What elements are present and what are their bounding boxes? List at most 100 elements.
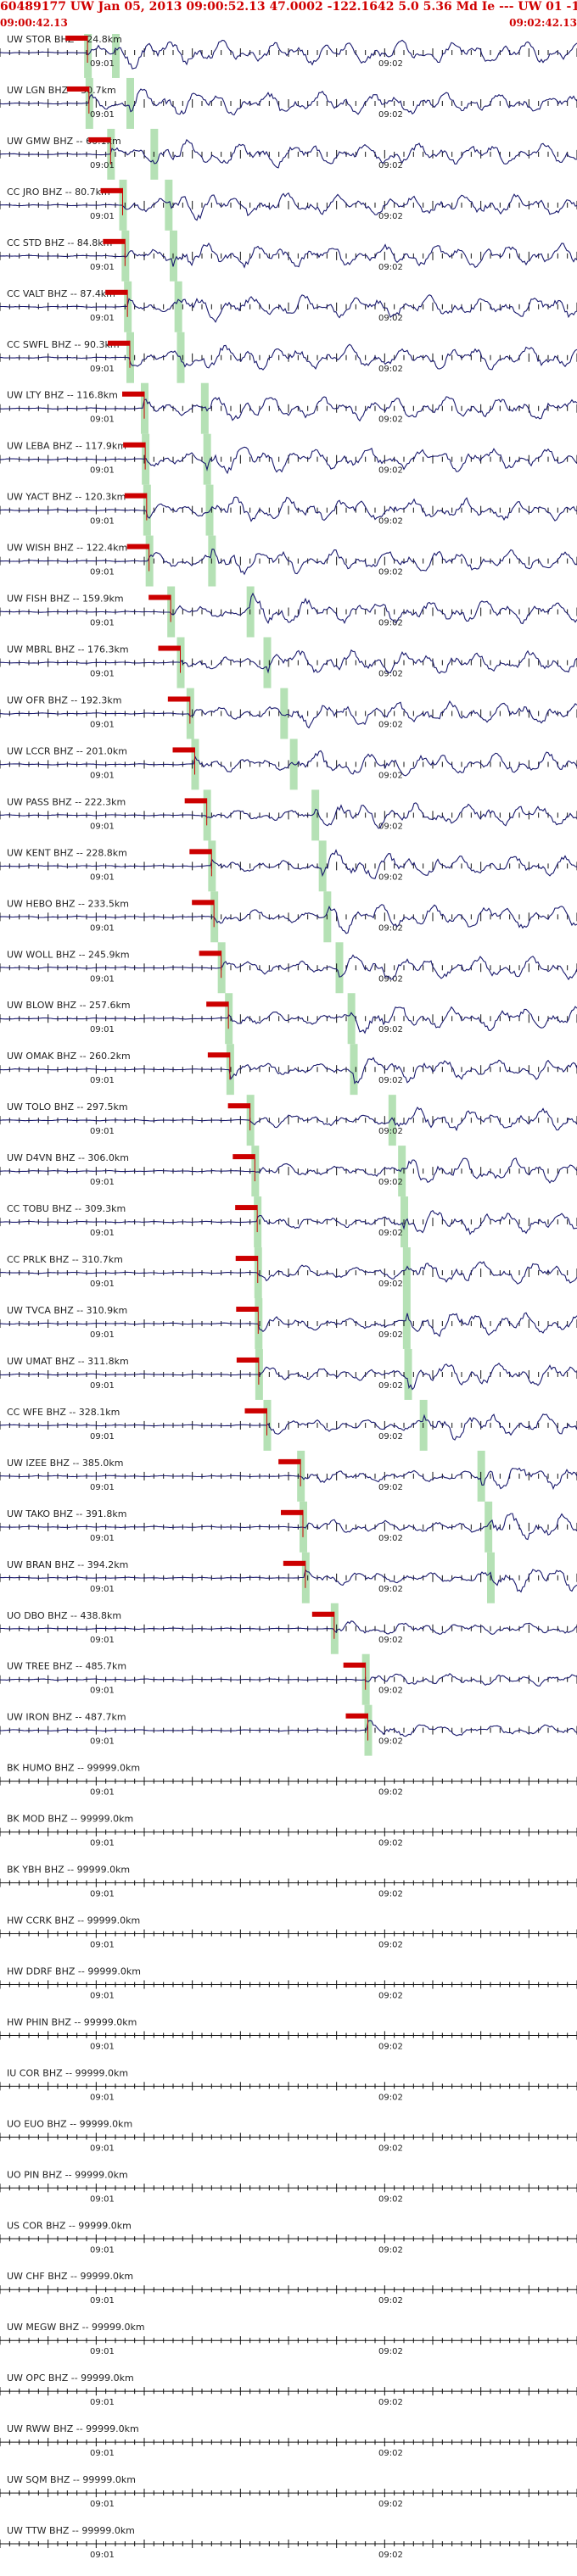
- station-trace: UW LTY BHZ -- 116.8km 09:01 09:02: [0, 390, 577, 425]
- arrival-band: [398, 1146, 406, 1197]
- arrival-band: [350, 1044, 358, 1096]
- minute-tick-label: 09:02: [378, 314, 403, 323]
- minute-tick-label: 09:01: [90, 619, 115, 628]
- minute-tick-label: 09:02: [378, 1991, 403, 2000]
- arrival-band: [200, 382, 209, 434]
- minute-tick-label: 09:01: [90, 2093, 115, 2102]
- station-label: UW WISH BHZ -- 122.4km: [7, 543, 127, 554]
- station-label: UW LGN BHZ -- 30.7km: [7, 85, 116, 96]
- station-label: UW RWW BHZ -- 99999.0km: [7, 2423, 139, 2434]
- waveform-line: [0, 294, 577, 323]
- minute-tick-label: 09:02: [378, 1483, 403, 1492]
- waveform-line: [0, 849, 577, 879]
- minute-tick-label: 09:01: [90, 2347, 115, 2356]
- pick-marker: [105, 289, 128, 295]
- station-trace: UW TVCA BHZ -- 310.9km 09:01 09:02: [0, 1305, 577, 1340]
- minute-tick-label: 09:02: [378, 2500, 403, 2509]
- pick-marker: [278, 1458, 301, 1464]
- station-trace: UW SQM BHZ -- 99999.0km 09:01 09:02: [0, 2474, 577, 2509]
- station-trace: UW OMAK BHZ -- 260.2km 09:01 09:02: [0, 1051, 577, 1085]
- minute-tick-label: 09:02: [378, 2296, 403, 2306]
- arrival-band: [402, 1247, 411, 1298]
- station-trace: UW OFR BHZ -- 192.3km 09:01 09:02: [0, 694, 577, 729]
- station-trace: UW CHF BHZ -- 99999.0km 09:01 09:02: [0, 2271, 577, 2306]
- pick-marker: [283, 1560, 305, 1566]
- minute-tick-label: 09:01: [90, 1788, 115, 1798]
- arrival-band: [402, 1298, 411, 1349]
- arrival-band: [404, 1348, 412, 1400]
- waveform-line: [0, 343, 577, 371]
- station-label: BK YBH BHZ -- 99999.0km: [7, 1865, 130, 1876]
- minute-tick-label: 09:02: [378, 2347, 403, 2356]
- arrival-band: [174, 281, 182, 332]
- waveform-line: [0, 39, 577, 70]
- waveform-line: [0, 904, 577, 934]
- station-trace: UW UMAT BHZ -- 311.8km 09:01 09:02: [0, 1356, 577, 1391]
- station-label: UO EUO BHZ -- 99999.0km: [7, 2118, 132, 2129]
- waveform-line: [0, 138, 577, 169]
- minute-tick-label: 09:02: [378, 1432, 403, 1441]
- minute-tick-label: 09:02: [378, 1839, 403, 1848]
- waveform-line: [0, 802, 577, 829]
- pick-marker: [108, 340, 130, 346]
- waveform-line: [0, 1209, 577, 1235]
- waveform-line: [0, 1413, 577, 1441]
- station-label: UW OFR BHZ -- 192.3km: [7, 694, 121, 705]
- minute-tick-label: 09:01: [90, 1534, 115, 1543]
- pick-marker: [65, 36, 88, 41]
- station-label: CC STD BHZ -- 84.8km: [7, 237, 112, 248]
- waveform-line: [0, 1312, 577, 1338]
- minute-tick-label: 09:02: [378, 2449, 403, 2458]
- minute-tick-label: 09:01: [90, 466, 115, 476]
- minute-tick-label: 09:01: [90, 1839, 115, 1848]
- waveform-line: [0, 1107, 577, 1132]
- waveform-line: [0, 1569, 577, 1593]
- pick-marker: [207, 1052, 230, 1058]
- minute-tick-label: 09:01: [90, 1483, 115, 1492]
- station-trace: BK MOD BHZ -- 99999.0km 09:01 09:02: [0, 1814, 577, 1848]
- station-trace: UO PIN BHZ -- 99999.0km 09:01 09:02: [0, 2169, 577, 2204]
- pick-marker: [123, 442, 146, 448]
- station-label: CC TOBU BHZ -- 309.3km: [7, 1203, 126, 1214]
- minute-tick-label: 09:02: [378, 466, 403, 476]
- arrival-bands: [84, 34, 495, 1756]
- pick-marker: [88, 137, 111, 142]
- waveform-line: [0, 1467, 577, 1491]
- minute-tick-label: 09:02: [378, 568, 403, 577]
- minute-tick-label: 09:02: [378, 263, 403, 272]
- station-trace: HW DDRF BHZ -- 99999.0km 09:01 09:02: [0, 1965, 577, 2000]
- minute-tick-label: 09:01: [90, 415, 115, 425]
- seismogram-plot: UW STOR BHZ -- 24.8km 09:01 09:02 UW LGN BH…: [0, 34, 577, 2560]
- minute-tick-label: 09:01: [90, 2144, 115, 2153]
- minute-tick-label: 09:01: [90, 720, 115, 729]
- minute-tick-label: 09:02: [378, 1737, 403, 1747]
- minute-tick-label: 09:02: [378, 1585, 403, 1594]
- minute-tick-label: 09:02: [378, 873, 403, 882]
- minute-tick-label: 09:02: [378, 771, 403, 780]
- minute-tick-label: 09:02: [378, 2093, 403, 2102]
- minute-tick-label: 09:01: [90, 365, 115, 374]
- minute-tick-label: 09:01: [90, 314, 115, 323]
- minute-tick-label: 09:02: [378, 2551, 403, 2560]
- arrival-band: [107, 128, 115, 180]
- station-label: UW YACT BHZ -- 120.3km: [7, 492, 126, 503]
- station-label: UW LEBA BHZ -- 117.9km: [7, 441, 126, 452]
- arrival-band: [347, 993, 356, 1045]
- station-label: HW PHIN BHZ -- 99999.0km: [7, 2016, 137, 2027]
- minute-tick-label: 09:01: [90, 2296, 115, 2306]
- minute-tick-label: 09:01: [90, 2194, 115, 2204]
- station-trace: CC PRLK BHZ -- 310.7km 09:01 09:02: [0, 1254, 577, 1289]
- pick-marker: [172, 747, 195, 753]
- arrival-band: [203, 433, 211, 485]
- station-label: HW CCRK BHZ -- 99999.0km: [7, 1915, 140, 1926]
- pick-marker: [281, 1509, 303, 1515]
- pick-marker: [184, 798, 207, 804]
- minute-tick-label: 09:02: [378, 1229, 403, 1238]
- pick-marker: [227, 1103, 250, 1109]
- station-label: UW HEBO BHZ -- 233.5km: [7, 898, 129, 909]
- station-trace: UW TTW BHZ -- 99999.0km 09:01 09:02: [0, 2525, 577, 2560]
- minute-tick-label: 09:02: [378, 161, 403, 170]
- pick-marker: [235, 1205, 258, 1211]
- minute-tick-label: 09:02: [378, 517, 403, 527]
